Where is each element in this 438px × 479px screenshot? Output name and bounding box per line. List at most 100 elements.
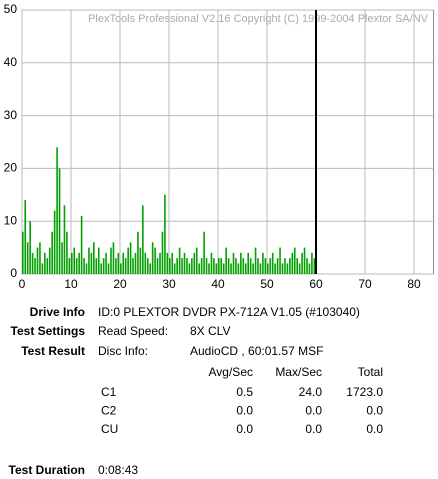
bar <box>281 263 284 274</box>
bar <box>124 258 127 274</box>
bar <box>146 258 149 274</box>
bar <box>151 242 154 274</box>
bar <box>276 258 279 274</box>
bar <box>193 252 196 274</box>
cell: 0.5 <box>236 385 253 399</box>
bar <box>137 231 139 274</box>
bar <box>289 258 291 274</box>
bar <box>235 258 237 274</box>
bar <box>274 263 276 274</box>
bar <box>159 252 161 274</box>
bar <box>53 210 56 274</box>
label: Drive Info <box>30 305 85 319</box>
bar <box>284 258 286 274</box>
cell: 0.0 <box>305 404 322 418</box>
bar <box>132 258 134 274</box>
bar <box>102 258 105 274</box>
bar <box>181 258 183 274</box>
bar <box>134 252 137 274</box>
bar <box>122 252 125 274</box>
y-tick-label: 50 <box>4 2 18 16</box>
bar <box>254 247 257 274</box>
bar <box>262 252 264 274</box>
bar <box>198 263 200 274</box>
bar <box>203 231 205 274</box>
column-header: Max/Sec <box>275 365 322 379</box>
bar <box>83 258 85 274</box>
bar <box>286 263 289 274</box>
y-tick-label: 10 <box>4 213 18 227</box>
bar <box>31 252 34 274</box>
cell: 0.0 <box>366 404 383 418</box>
bar <box>58 168 61 274</box>
row-label: C2 <box>101 404 117 418</box>
bar <box>36 247 39 274</box>
value: ID:0 PLEXTOR DVDR PX-712A V1.05 (#103040… <box>98 305 360 319</box>
x-tick-label: 50 <box>260 277 274 291</box>
bar <box>139 247 142 274</box>
plot-area <box>21 9 435 275</box>
bar <box>41 263 44 274</box>
plot: 0 10 20 30 40 50 0 10 20 30 40 50 60 70 80 PlexTools Pr… <box>4 2 435 291</box>
bar <box>105 252 107 274</box>
bar <box>144 252 147 274</box>
bar <box>257 258 259 274</box>
bar <box>218 258 220 274</box>
bar <box>48 247 51 274</box>
column-header: Avg/Sec <box>209 365 253 379</box>
x-tick-label: 30 <box>162 277 176 291</box>
bar <box>313 258 316 274</box>
bar <box>129 242 132 274</box>
bar <box>26 242 29 274</box>
bar <box>176 258 178 274</box>
bar <box>311 252 313 274</box>
bar <box>308 263 311 274</box>
x-tick-label: 40 <box>211 277 225 291</box>
chart-title: PlexTools Professional V2.16 Copyright (… <box>88 13 429 25</box>
bar <box>230 263 232 274</box>
bar <box>237 263 240 274</box>
bar <box>183 252 186 274</box>
bar <box>169 258 171 274</box>
key: Read Speed: <box>98 324 168 338</box>
bar <box>34 258 36 274</box>
bar <box>259 263 262 274</box>
cell: 24.0 <box>299 385 323 399</box>
bar <box>210 252 213 274</box>
bar <box>242 258 245 274</box>
bar <box>51 231 53 274</box>
bar <box>100 263 102 274</box>
value: AudioCD , 60:01.57 MSF <box>190 344 323 358</box>
x-tick-label: 10 <box>64 277 78 291</box>
bar <box>240 252 242 274</box>
bar <box>200 258 203 274</box>
bar <box>171 252 174 274</box>
bar <box>93 242 95 274</box>
bar <box>63 205 66 274</box>
x-tick-label: 60 <box>309 277 323 291</box>
bar <box>85 263 88 274</box>
bar <box>44 252 46 274</box>
x-tick-label: 80 <box>407 277 421 291</box>
y-tick-label: 20 <box>4 161 18 175</box>
bar <box>220 258 223 274</box>
bar <box>117 252 120 274</box>
bar <box>208 263 210 274</box>
bar <box>249 258 252 274</box>
bar <box>88 247 90 274</box>
bar <box>303 247 306 274</box>
bar <box>252 263 254 274</box>
bar <box>188 263 191 274</box>
bar <box>296 258 298 274</box>
bar <box>247 252 249 274</box>
bar <box>293 247 296 274</box>
bar <box>142 205 144 274</box>
bar <box>78 252 80 274</box>
cell: 0.0 <box>236 422 253 436</box>
bar <box>68 258 71 274</box>
bar <box>115 258 117 274</box>
y-tick-label: 40 <box>4 55 18 69</box>
label: Test Settings <box>11 324 86 338</box>
cell: 0.0 <box>366 422 383 436</box>
